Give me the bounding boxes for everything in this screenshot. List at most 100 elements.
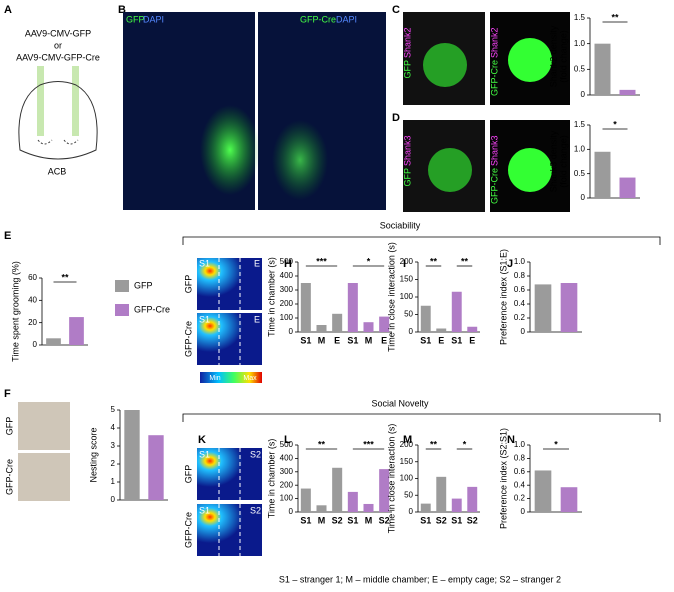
y-tick-label: 40 <box>28 295 37 304</box>
bar <box>148 435 164 500</box>
x-tick-label: S2 <box>379 515 390 525</box>
y-tick-label: 0 <box>521 327 526 336</box>
y-tick-label: 500 <box>280 440 294 449</box>
label: DAPI <box>143 14 164 24</box>
label: Max <box>243 375 257 382</box>
label: GFP <box>402 60 412 79</box>
x-tick-label: S1 <box>347 335 358 345</box>
y-axis-label: Time spent grooming (%) <box>10 261 20 362</box>
x-tick-label: S1 <box>451 335 462 345</box>
panel-letter: F <box>4 388 11 400</box>
y-axis-label: Time in chamber (s) <box>266 439 276 519</box>
y-tick-label: 0 <box>33 340 38 349</box>
bar <box>534 284 552 332</box>
y-tick-label: 1.0 <box>514 440 526 449</box>
text: AAV9-CMV-GFP <box>25 28 91 38</box>
y-tick-label: 5 <box>111 405 116 414</box>
x-tick-label: S2 <box>467 515 478 525</box>
heatmap <box>197 448 262 500</box>
panel-letter: B <box>118 4 126 16</box>
panel-letter: A <box>4 4 12 16</box>
y-tick-label: 150 <box>400 275 414 284</box>
legend-label: GFP <box>134 280 153 290</box>
bar <box>619 89 636 95</box>
y-tick-label: 60 <box>28 273 37 282</box>
sig-label: * <box>554 439 558 449</box>
y-tick-label: 300 <box>280 285 294 294</box>
label: Shank3 <box>489 135 499 166</box>
y-tick-label: 100 <box>400 292 414 301</box>
bar <box>594 151 611 198</box>
y-tick-label: 0.5 <box>574 169 586 178</box>
text: ACB <box>48 166 67 176</box>
x-tick-label: S2 <box>436 515 447 525</box>
y-axis-label: Time in close interaction (s) <box>386 242 396 352</box>
legend-label: GFP-Cre <box>134 304 170 314</box>
y-tick-label: 200 <box>400 257 414 266</box>
x-tick-label: M <box>318 515 326 525</box>
y-tick-label: 0.5 <box>574 64 586 73</box>
sig-label: * <box>463 439 467 449</box>
bar <box>363 503 374 512</box>
bar <box>560 283 578 332</box>
y-tick-label: 1.0 <box>574 144 586 153</box>
panel-letter: L <box>284 434 291 446</box>
y-tick-label: 1.5 <box>574 13 586 22</box>
panel-letter: I <box>403 258 406 270</box>
label: GFP-Cre <box>300 14 336 24</box>
y-tick-label: 4 <box>111 423 116 432</box>
bar <box>332 313 343 332</box>
y-tick-label: 0.8 <box>514 271 526 280</box>
y-tick-label: 300 <box>280 467 294 476</box>
x-tick-label: S2 <box>332 515 343 525</box>
label: GFP <box>126 14 145 24</box>
panel-letter: N <box>507 434 515 446</box>
bar <box>300 488 311 512</box>
y-tick-label: 0.8 <box>514 454 526 463</box>
sig-label: ** <box>61 272 69 282</box>
x-tick-label: S1 <box>451 515 462 525</box>
panel-letter: J <box>507 258 513 270</box>
needle <box>37 66 44 136</box>
y-tick-label: 100 <box>400 474 414 483</box>
row-label: GFP <box>183 465 193 484</box>
y-tick-label: 100 <box>280 494 294 503</box>
y-tick-label: 1.0 <box>574 39 586 48</box>
bar <box>436 328 447 332</box>
label: DAPI <box>336 14 357 24</box>
y-tick-label: 50 <box>404 490 413 499</box>
panel-letter: H <box>284 258 292 270</box>
images <box>403 12 570 212</box>
bar <box>467 486 478 512</box>
section-title: Sociability <box>380 220 421 230</box>
footnote: S1 – stranger 1; M – middle chamber; E –… <box>279 574 561 584</box>
x-tick-label: M <box>365 515 373 525</box>
bar <box>316 505 327 512</box>
y-tick-label: 0 <box>581 90 586 99</box>
label: E <box>254 314 260 324</box>
row-label: GFP <box>4 417 14 436</box>
brain-outline <box>18 81 98 160</box>
y-tick-label: 0 <box>521 507 526 516</box>
y-tick-label: 0 <box>289 507 294 516</box>
y-tick-label: 400 <box>280 271 294 280</box>
label: S1 <box>199 314 210 324</box>
bracket <box>182 413 661 422</box>
signal <box>272 120 328 200</box>
y-axis-label: Shank2 density <box>548 25 558 87</box>
y-tick-label: 200 <box>280 299 294 308</box>
y-tick-label: 1.5 <box>574 120 586 129</box>
bar <box>420 305 431 332</box>
bar <box>363 322 374 332</box>
y-tick-label: 1.0 <box>514 257 526 266</box>
sig-label: * <box>367 256 371 266</box>
y-tick-label: 0.4 <box>514 299 526 308</box>
row-label: GFP-Cre <box>4 459 14 495</box>
bar <box>467 326 478 332</box>
x-tick-label: E <box>381 335 387 345</box>
row-label: GFP-Cre <box>183 321 193 357</box>
x-tick-label: E <box>469 335 475 345</box>
panel-letter: E <box>4 230 11 242</box>
bar <box>451 291 462 332</box>
bar <box>534 470 552 512</box>
